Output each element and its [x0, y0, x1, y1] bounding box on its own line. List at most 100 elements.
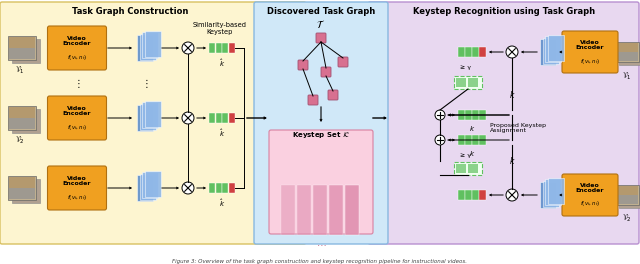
Bar: [540, 182, 556, 208]
FancyBboxPatch shape: [47, 26, 106, 70]
Circle shape: [182, 182, 194, 194]
Bar: [472, 135, 479, 145]
Text: $\hat{k}$: $\hat{k}$: [219, 198, 225, 209]
Text: Keystep Recognition using Task Graph: Keystep Recognition using Task Graph: [413, 7, 595, 16]
Text: $\mathcal{V}_2$: $\mathcal{V}_2$: [622, 213, 632, 224]
Bar: [545, 36, 561, 62]
Text: $\ldots$: $\ldots$: [316, 238, 326, 248]
Bar: [479, 190, 486, 200]
Bar: [479, 110, 486, 120]
Bar: [9, 177, 35, 188]
Bar: [540, 39, 556, 65]
Bar: [619, 188, 640, 208]
Text: Video
Encoder: Video Encoder: [576, 40, 604, 50]
Bar: [12, 179, 40, 203]
Bar: [140, 103, 156, 130]
Text: $f(v_t, n_t)$: $f(v_t, n_t)$: [67, 192, 87, 201]
Bar: [9, 107, 35, 118]
Bar: [468, 163, 478, 172]
Bar: [9, 118, 35, 129]
Bar: [12, 39, 40, 63]
Bar: [465, 110, 472, 120]
Bar: [137, 35, 153, 61]
Text: $\mathcal{T}$: $\mathcal{T}$: [316, 18, 326, 30]
Bar: [222, 183, 228, 193]
Circle shape: [182, 42, 194, 54]
Bar: [465, 135, 472, 145]
Bar: [8, 176, 36, 200]
Bar: [619, 45, 640, 65]
Text: $\mathcal{V}_1$: $\mathcal{V}_1$: [15, 65, 25, 77]
Bar: [458, 110, 465, 120]
Circle shape: [435, 110, 445, 120]
Text: $k$: $k$: [469, 124, 475, 133]
Bar: [216, 43, 221, 53]
FancyBboxPatch shape: [338, 57, 348, 67]
Bar: [616, 52, 638, 61]
Bar: [222, 43, 228, 53]
Bar: [209, 183, 215, 193]
FancyBboxPatch shape: [316, 33, 326, 43]
Bar: [456, 163, 466, 172]
Bar: [468, 78, 478, 87]
Text: Video
Encoder: Video Encoder: [63, 176, 92, 186]
Bar: [8, 106, 36, 130]
FancyBboxPatch shape: [368, 2, 639, 244]
Text: $f(v_t, n_t)$: $f(v_t, n_t)$: [67, 122, 87, 131]
Bar: [479, 47, 486, 57]
Bar: [472, 110, 479, 120]
Text: $f(v_t, n_t)$: $f(v_t, n_t)$: [67, 53, 87, 62]
FancyBboxPatch shape: [298, 60, 308, 70]
Bar: [228, 43, 234, 53]
Bar: [145, 171, 161, 196]
Bar: [216, 113, 221, 123]
Bar: [140, 173, 156, 200]
Bar: [458, 190, 465, 200]
Bar: [228, 113, 234, 123]
Text: $\mathcal{V}_2$: $\mathcal{V}_2$: [15, 135, 25, 147]
FancyBboxPatch shape: [562, 31, 618, 73]
Bar: [465, 190, 472, 200]
Circle shape: [506, 46, 518, 58]
Text: $\vdots$: $\vdots$: [74, 77, 81, 89]
Text: $f(v_t, n_t)$: $f(v_t, n_t)$: [580, 56, 600, 65]
Circle shape: [182, 112, 194, 124]
Bar: [137, 105, 153, 131]
Bar: [12, 109, 40, 133]
Bar: [222, 113, 228, 123]
Bar: [137, 175, 153, 201]
Bar: [142, 172, 158, 198]
Bar: [142, 32, 158, 58]
Bar: [142, 102, 158, 128]
Text: Video
Encoder: Video Encoder: [576, 183, 604, 194]
Bar: [547, 177, 563, 204]
Bar: [616, 195, 638, 204]
Circle shape: [435, 135, 445, 145]
Text: ≥ γ: ≥ γ: [461, 153, 472, 158]
Bar: [616, 43, 638, 52]
Bar: [9, 188, 35, 199]
Text: Discovered Task Graph: Discovered Task Graph: [267, 7, 375, 16]
Text: $f(v_t, n_t)$: $f(v_t, n_t)$: [580, 200, 600, 209]
FancyBboxPatch shape: [269, 130, 373, 234]
Text: $\hat{k}$: $\hat{k}$: [219, 58, 225, 69]
Bar: [145, 101, 161, 126]
Text: Similarity-based
Keystep: Similarity-based Keystep: [193, 22, 247, 35]
Bar: [543, 181, 559, 206]
Circle shape: [506, 189, 518, 201]
Text: Proposed Keystep
Assignment: Proposed Keystep Assignment: [490, 122, 546, 133]
Bar: [454, 162, 482, 175]
Bar: [281, 185, 295, 235]
FancyBboxPatch shape: [47, 166, 106, 210]
Bar: [297, 185, 311, 235]
Text: $k$: $k$: [509, 154, 515, 166]
Bar: [9, 48, 35, 59]
Text: Figure 3: Overview of the task graph construction and keystep recognition pipeli: Figure 3: Overview of the task graph con…: [173, 259, 467, 264]
Bar: [454, 76, 482, 88]
Bar: [228, 183, 234, 193]
Bar: [345, 185, 359, 235]
Bar: [209, 43, 215, 53]
Text: ≥ γ: ≥ γ: [461, 65, 472, 70]
Text: $\hat{k}$: $\hat{k}$: [219, 128, 225, 139]
FancyBboxPatch shape: [308, 95, 318, 105]
